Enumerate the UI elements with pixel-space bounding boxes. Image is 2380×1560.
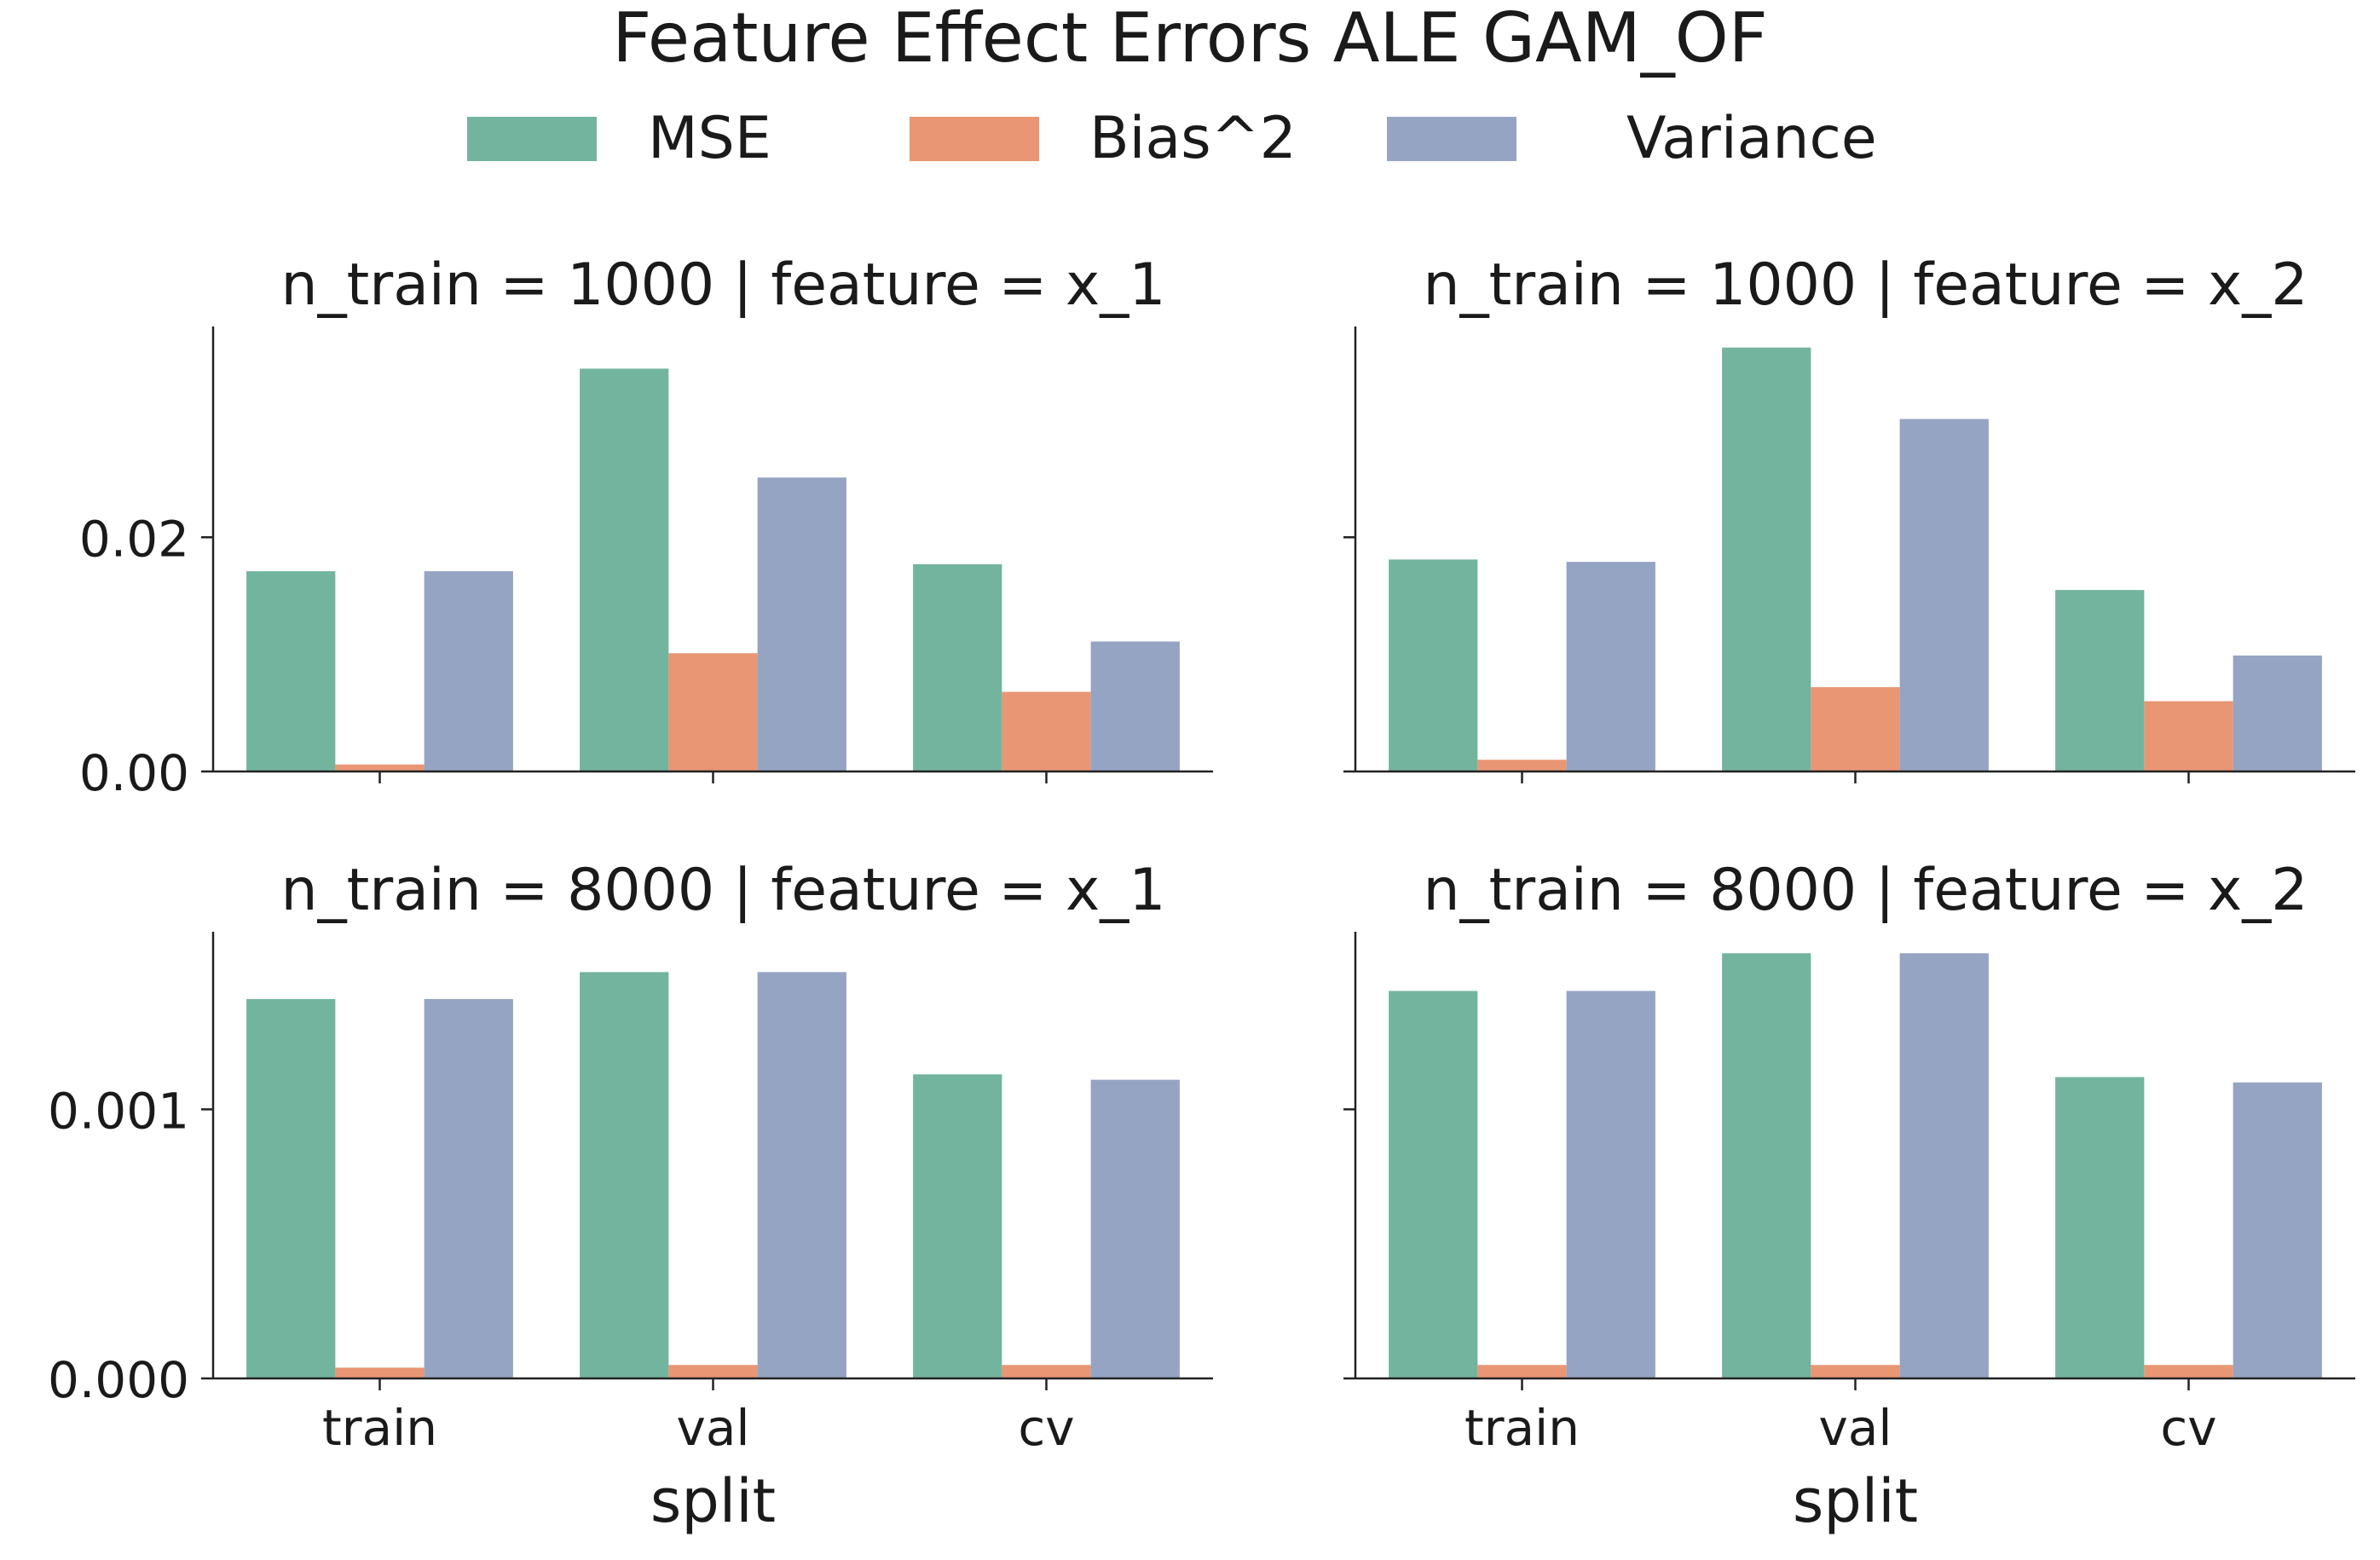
bar-p0-Variance-train: [424, 571, 513, 771]
bar-p2-MSE-cv: [913, 1074, 1002, 1378]
legend-label-0: MSE: [648, 105, 771, 172]
bar-p2-Bias^2-train: [335, 1367, 425, 1378]
bar-p0-MSE-cv: [913, 563, 1002, 771]
x-tick-label-3-0: train: [1464, 1399, 1580, 1457]
legend-label-2: Variance: [1626, 105, 1877, 172]
bar-p3-MSE-train: [1389, 991, 1478, 1378]
bar-p0-Bias^2-val: [668, 653, 758, 771]
bar-p0-Bias^2-cv: [1002, 691, 1091, 771]
panel-title-2: n_train = 8000 | feature = x_1: [281, 857, 1166, 924]
bar-p1-MSE-cv: [2055, 590, 2145, 771]
bar-p0-Bias^2-train: [335, 764, 425, 771]
bar-p0-Variance-cv: [1090, 641, 1180, 771]
bar-p0-MSE-train: [246, 571, 336, 771]
bar-p2-Bias^2-val: [668, 1365, 758, 1378]
chart-title: Feature Effect Errors ALE GAM_OF: [612, 0, 1768, 78]
legend: MSE Bias^2 Variance: [467, 105, 1877, 172]
bar-p1-Variance-cv: [2233, 656, 2322, 771]
x-tick-label-3-1: val: [1819, 1399, 1892, 1457]
y-tick-label-0-1: 0.02: [79, 510, 189, 568]
x-tick-label-2-2: cv: [1018, 1399, 1074, 1457]
bar-p3-Bias^2-cv: [2144, 1365, 2233, 1378]
legend-swatch-2: [1387, 117, 1516, 161]
bar-p0-Variance-val: [757, 477, 846, 771]
bar-p1-Bias^2-val: [1811, 687, 1900, 771]
panel-title-3: n_train = 8000 | feature = x_2: [1424, 857, 2308, 924]
bar-p3-Variance-val: [1899, 953, 1989, 1378]
panels: n_train = 1000 | feature = x_10.000.02n_…: [48, 251, 2355, 1536]
bar-p3-MSE-val: [1722, 953, 1811, 1378]
bar-p0-MSE-val: [580, 368, 669, 771]
x-tick-label-3-2: cv: [2160, 1399, 2216, 1457]
bar-p2-Variance-train: [424, 998, 513, 1378]
x-tick-label-2-0: train: [322, 1399, 437, 1457]
bar-p1-Variance-val: [1899, 419, 1989, 771]
y-tick-label-0-0: 0.00: [79, 744, 189, 802]
bar-p3-Variance-cv: [2233, 1082, 2322, 1378]
y-tick-label-2-0: 0.000: [48, 1351, 189, 1409]
y-tick-label-2-1: 0.001: [48, 1082, 189, 1140]
bar-p1-Bias^2-train: [1477, 760, 1567, 771]
x-tick-label-2-1: val: [677, 1399, 750, 1457]
panel-2: n_train = 8000 | feature = x_1 0.000 0.001…: [48, 857, 1213, 1536]
bar-p2-Variance-cv: [1090, 1079, 1180, 1378]
bar-p3-MSE-cv: [2055, 1077, 2145, 1378]
panel-title-1: n_train = 1000 | feature = x_2: [1424, 251, 2308, 319]
bar-p1-MSE-val: [1722, 347, 1811, 771]
bar-p1-MSE-train: [1389, 559, 1478, 771]
bar-p2-Bias^2-cv: [1002, 1365, 1091, 1378]
panel-0: n_train = 1000 | feature = x_1 0.00 0.02: [79, 251, 1213, 802]
bar-p2-Variance-val: [757, 972, 846, 1378]
bar-p2-MSE-train: [246, 998, 336, 1378]
bar-p3-Bias^2-val: [1811, 1365, 1900, 1378]
legend-label-1: Bias^2: [1089, 105, 1297, 172]
bar-p3-Bias^2-train: [1477, 1365, 1567, 1378]
bar-p3-Variance-train: [1566, 991, 1655, 1378]
bar-p1-Bias^2-cv: [2144, 701, 2233, 771]
bar-p1-Variance-train: [1566, 562, 1655, 771]
legend-swatch-0: [467, 117, 597, 161]
bar-p2-MSE-val: [580, 972, 669, 1378]
panel-1: n_train = 1000 | feature = x_2: [1343, 251, 2355, 783]
panel-title-0: n_train = 1000 | feature = x_1: [281, 251, 1166, 319]
x-axis-label-2: split: [650, 1466, 776, 1536]
x-axis-label-3: split: [1793, 1466, 1918, 1536]
legend-swatch-1: [910, 117, 1039, 161]
